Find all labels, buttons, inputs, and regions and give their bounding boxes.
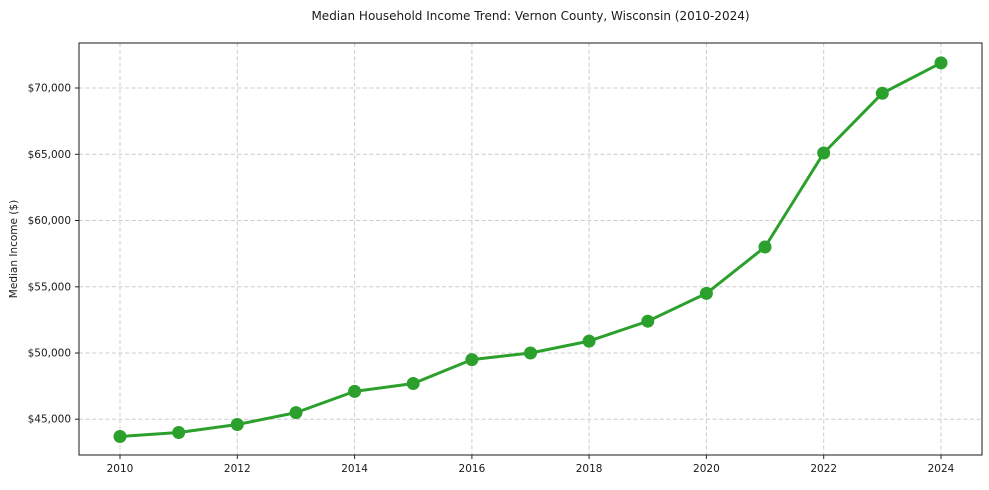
data-point [934,56,948,70]
y-tick-label: $50,000 [28,348,71,360]
trend-line [118,61,943,438]
x-tick-label: 2020 [693,463,720,475]
x-tick-label: 2022 [810,463,837,475]
y-tick-label: $70,000 [28,83,71,95]
data-point [465,353,479,367]
x-tick-label: 2012 [224,463,251,475]
data-point [113,430,127,443]
chart-title: Median Household Income Trend: Vernon Co… [311,9,750,23]
data-point [289,406,303,420]
data-point [230,418,244,431]
data-point [758,240,772,254]
data-point [406,377,420,390]
x-tick-label: 2010 [107,463,134,475]
x-tick-label: 2016 [459,463,486,475]
data-point [875,86,889,100]
data-point [699,286,713,300]
data-point [348,384,362,398]
y-tick-label: $60,000 [28,215,71,227]
data-point [582,334,596,348]
x-tick-label: 2024 [928,463,955,475]
plot-border [78,42,983,456]
data-point [641,314,655,328]
y-tick-label: $45,000 [28,414,71,426]
y-tick-label: $65,000 [28,149,71,161]
x-tick-label: 2014 [341,463,368,475]
y-tick-label: $55,000 [28,281,71,293]
data-point [817,146,831,160]
x-tick-label: 2018 [576,463,603,475]
data-point [172,426,186,439]
data-point [524,346,537,360]
